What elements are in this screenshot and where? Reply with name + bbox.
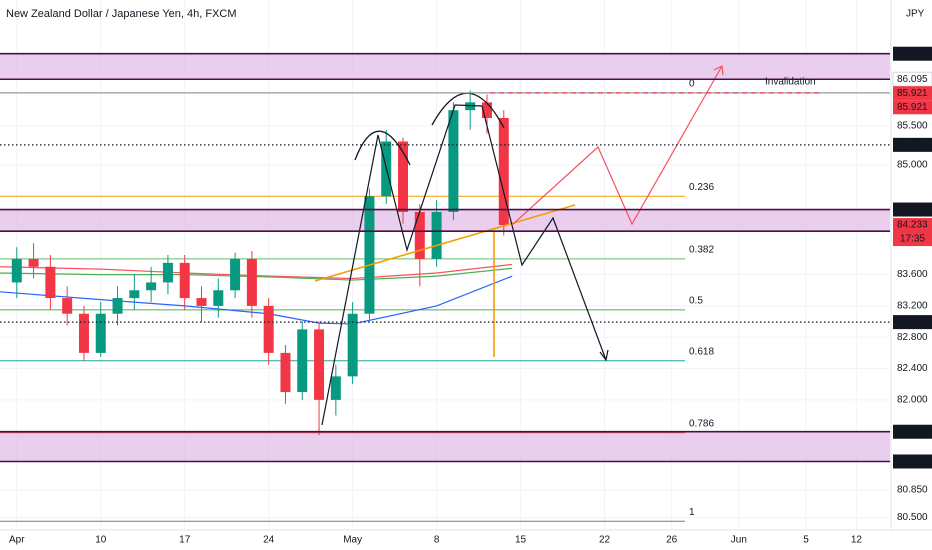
countdown: 17:35 xyxy=(900,234,925,245)
zone xyxy=(0,53,890,80)
candle-body xyxy=(448,110,459,212)
y-tick-label: 85.000 xyxy=(897,160,928,171)
x-tick-label: Apr xyxy=(9,535,25,546)
price-label: 81.593 xyxy=(897,426,928,437)
fib-label: 1 xyxy=(689,507,695,518)
candle-body xyxy=(263,305,274,353)
price-label-bg xyxy=(893,454,932,469)
x-tick-label: 8 xyxy=(434,535,440,546)
candle-body xyxy=(280,352,291,393)
fib-label: 0 xyxy=(689,79,695,90)
price-label: 85.921 xyxy=(897,102,928,113)
price-label-bg xyxy=(893,46,932,61)
y-tick-label: 82.400 xyxy=(897,363,928,374)
fib-label: 0.786 xyxy=(689,418,714,429)
y-tick-label: 83.600 xyxy=(897,269,928,280)
price-label-bg xyxy=(893,100,932,115)
y-tick-label: 80.850 xyxy=(897,485,928,496)
candle-body xyxy=(196,298,207,306)
price-label: 84.233 xyxy=(897,220,928,231)
candle-body xyxy=(498,117,509,226)
candle-body xyxy=(62,298,73,314)
price-label-bg xyxy=(893,424,932,439)
x-tick-label: 5 xyxy=(803,535,809,546)
candle-body xyxy=(398,141,409,212)
price-label-bg xyxy=(893,202,932,217)
candle-body xyxy=(45,266,56,299)
price-label: 82.993 xyxy=(897,317,928,328)
y-tick-label: 82.000 xyxy=(897,395,928,406)
countdown-bg xyxy=(893,232,932,247)
candle-body xyxy=(347,313,358,377)
price-label: 86.421 xyxy=(897,48,928,59)
candle-body xyxy=(246,258,257,306)
candle-body xyxy=(95,313,106,353)
x-tick-label: Jun xyxy=(731,535,747,546)
price-label: 86.095 xyxy=(897,74,928,85)
levels: Invalidation xyxy=(0,52,890,463)
fib-label: 0.382 xyxy=(689,245,714,256)
fib-label: 0.236 xyxy=(689,182,714,193)
candle-body xyxy=(112,298,123,314)
price-label-bg xyxy=(893,315,932,330)
head-arc xyxy=(354,130,411,166)
price-label: 85.257 xyxy=(897,139,928,150)
price-label-bg xyxy=(893,137,932,152)
candle-body xyxy=(330,376,341,400)
trendline xyxy=(314,204,576,282)
candle-body xyxy=(78,313,89,353)
x-tick-label: 17 xyxy=(179,535,191,546)
x-tick-label: 26 xyxy=(666,535,678,546)
moving-average xyxy=(0,263,513,280)
candle-body xyxy=(431,211,442,259)
candle-body xyxy=(28,258,39,267)
y-tick-label: 83.200 xyxy=(897,301,928,312)
x-tick-label: 24 xyxy=(263,535,275,546)
fib-label: 0.5 xyxy=(689,295,703,306)
price-label-bg xyxy=(893,218,932,233)
axes: Apr 10 17 24 May 8 15 22 26 Jun 5 1285.50085.00083.… xyxy=(9,46,932,546)
zones xyxy=(0,53,890,462)
candle-body xyxy=(129,290,140,299)
zone xyxy=(0,431,890,462)
candle-body xyxy=(179,262,190,299)
price-label: 85.921 xyxy=(897,88,928,99)
arrow-head xyxy=(599,349,609,362)
pattern-path xyxy=(321,104,607,426)
candle-body xyxy=(465,102,476,111)
invalidation-label: Invalidation xyxy=(765,77,816,88)
price-label-bg xyxy=(893,86,932,101)
chart-title: New Zealand Dollar / Japanese Yen, 4h, F… xyxy=(6,8,237,20)
candle-body xyxy=(11,258,22,283)
y-tick-label: 80.500 xyxy=(897,512,928,523)
x-tick-label: 12 xyxy=(851,535,863,546)
moving-average xyxy=(0,267,513,281)
candle-body xyxy=(162,262,173,283)
candle-body xyxy=(213,290,224,306)
candle-body xyxy=(314,329,325,400)
y-tick-label: 85.500 xyxy=(897,120,928,131)
candle-body xyxy=(297,329,308,393)
price-label: 84.431 xyxy=(897,204,928,215)
x-tick-label: 15 xyxy=(515,535,527,546)
x-tick-label: May xyxy=(343,535,362,546)
candle-body xyxy=(146,282,157,291)
x-tick-label: 10 xyxy=(95,535,107,546)
zone xyxy=(0,209,890,232)
candle-body xyxy=(230,258,241,291)
fib-label: 0.618 xyxy=(689,346,714,357)
candle-body xyxy=(364,196,375,314)
currency: JPY xyxy=(906,9,925,20)
price-label: 81.213 xyxy=(897,456,928,467)
y-tick-label: 82.800 xyxy=(897,332,928,343)
x-tick-label: 22 xyxy=(599,535,611,546)
candle-body xyxy=(481,102,492,118)
candle-body xyxy=(414,211,425,259)
arrow-head xyxy=(713,65,724,76)
